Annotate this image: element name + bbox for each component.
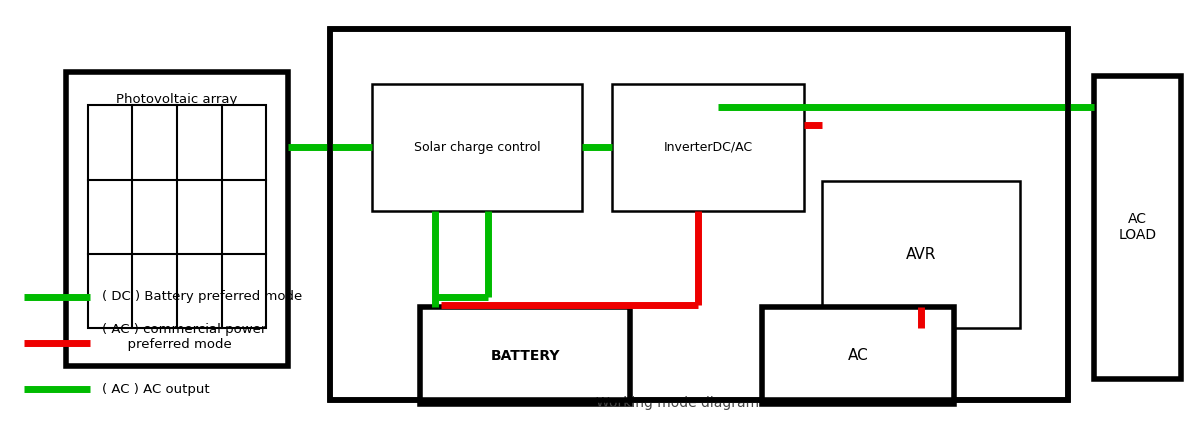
Bar <box>66 72 288 366</box>
Bar <box>330 29 1068 400</box>
Bar <box>612 84 804 210</box>
Bar <box>330 29 1068 400</box>
Text: Working mode diagram: Working mode diagram <box>596 397 760 410</box>
Text: ( AC ) AC output: ( AC ) AC output <box>102 383 210 396</box>
Bar <box>1094 76 1181 379</box>
Text: Solar charge control: Solar charge control <box>414 141 540 154</box>
Bar <box>372 84 582 210</box>
Text: InverterDC/AC: InverterDC/AC <box>664 141 752 154</box>
Text: ( AC ) commercial power
      preferred mode: ( AC ) commercial power preferred mode <box>102 323 266 351</box>
Bar <box>420 307 630 404</box>
Text: AVR: AVR <box>906 247 936 262</box>
Bar <box>762 307 954 404</box>
Text: AC
LOAD: AC LOAD <box>1118 212 1157 242</box>
Bar <box>822 181 1020 328</box>
Text: BATTERY: BATTERY <box>491 349 559 363</box>
Text: ( DC ) Battery preferred mode: ( DC ) Battery preferred mode <box>102 290 302 303</box>
Text: AC: AC <box>847 348 869 363</box>
Text: Photovoltaic array: Photovoltaic array <box>116 93 238 106</box>
Bar <box>88 105 266 328</box>
